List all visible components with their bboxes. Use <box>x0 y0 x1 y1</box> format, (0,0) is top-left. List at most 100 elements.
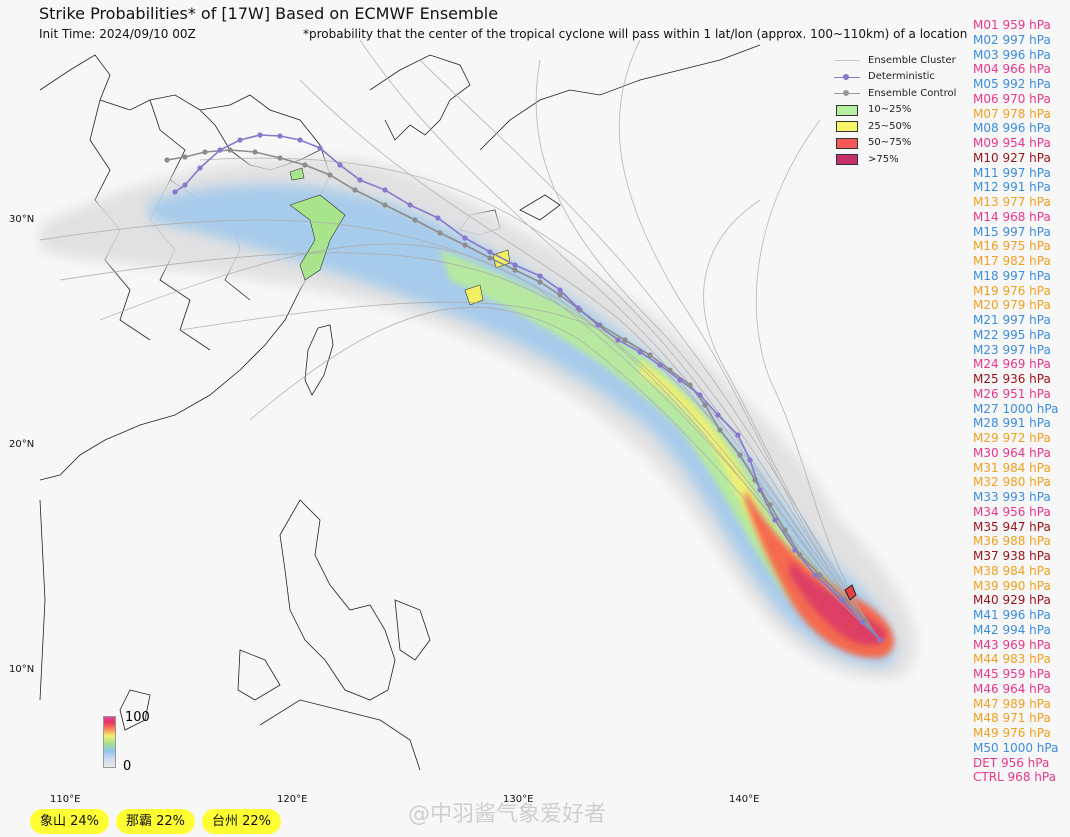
member-pressure: M23 997 hPa <box>973 342 1051 357</box>
control-track-point <box>817 572 823 578</box>
member-pressure: M30 964 hPa <box>973 445 1051 460</box>
member-pressure: M46 964 hPa <box>973 681 1051 696</box>
member-pressure: M36 988 hPa <box>973 534 1051 549</box>
watermark: @中羽酱气象爱好者 <box>408 802 607 827</box>
legend-swatch <box>832 104 860 116</box>
control-track-point <box>737 452 743 458</box>
control-track-point <box>667 367 673 373</box>
legend-label: 50~75% <box>868 137 912 149</box>
member-pressure: M20 979 hPa <box>973 298 1051 313</box>
probability-swath <box>40 157 916 679</box>
legend-swatch <box>832 54 860 66</box>
deterministic-track-point <box>297 137 303 143</box>
deterministic-track-point <box>715 412 721 418</box>
member-pressure: M47 989 hPa <box>973 696 1051 711</box>
control-track-point <box>767 502 773 508</box>
control-track-point <box>252 149 258 155</box>
member-pressure: M48 971 hPa <box>973 711 1051 726</box>
colorbar <box>103 716 116 768</box>
cyclone-symbol <box>844 584 857 601</box>
legend-label: 25~50% <box>868 120 912 132</box>
legend-item: >75% <box>832 151 962 168</box>
control-track-point <box>702 402 708 408</box>
deterministic-track-point <box>537 273 543 279</box>
legend-item: 50~75% <box>832 135 962 152</box>
deterministic-track <box>174 134 881 641</box>
member-pressure: M45 959 hPa <box>973 667 1051 681</box>
location-probability-badge: 象山 24% <box>30 809 110 834</box>
deterministic-track-point <box>839 597 845 603</box>
member-pressure: M09 954 hPa <box>973 136 1051 150</box>
member-pressure: M40 929 hPa <box>973 593 1051 608</box>
member-pressure: M33 993 hPa <box>973 490 1051 504</box>
member-pressure: M39 990 hPa <box>973 578 1051 593</box>
colorbar-min-label: 0 <box>123 759 132 774</box>
deterministic-track-point <box>735 432 741 438</box>
deterministic-track-point <box>812 572 818 578</box>
control-track-point <box>687 382 693 388</box>
lat-label: 30°N <box>9 214 35 225</box>
lon-label: 110°E <box>50 794 81 805</box>
member-pressure: M13 977 hPa <box>973 195 1051 209</box>
deterministic-track-point <box>657 362 663 368</box>
ensemble-tracks <box>39 39 881 641</box>
init-time: Init Time: 2024/09/10 00Z <box>39 27 196 41</box>
member-pressure: M38 984 hPa <box>973 563 1051 578</box>
control-track-point <box>437 230 443 236</box>
deterministic-track-point <box>182 182 188 188</box>
member-pressure: M08 996 hPa <box>973 121 1051 136</box>
deterministic-track-point <box>172 189 178 195</box>
legend-item: Deterministic <box>832 69 962 86</box>
member-pressure: M37 938 hPa <box>973 549 1051 563</box>
footnote: *probability that the center of the trop… <box>303 27 968 41</box>
control-track-point <box>412 217 418 223</box>
lat-label: 10°N <box>9 664 35 675</box>
deterministic-track-point <box>859 619 865 625</box>
deterministic-track-point <box>317 145 323 151</box>
member-pressure: M11 997 hPa <box>973 165 1051 180</box>
legend-label: Deterministic <box>868 71 935 83</box>
deterministic-track-point <box>277 133 283 139</box>
deterministic-track-point <box>257 132 263 138</box>
deterministic-track-point <box>575 305 581 311</box>
member-pressure: M28 991 hPa <box>973 416 1051 431</box>
legend: Ensemble Cluster Deterministic Ensemble Co… <box>832 52 962 168</box>
control-track <box>166 149 881 641</box>
member-pressure: M24 969 hPa <box>973 357 1051 372</box>
deterministic-track-point <box>792 547 798 553</box>
legend-item: Ensemble Control <box>832 85 962 102</box>
member-pressure: M10 927 hPa <box>973 150 1051 165</box>
control-track-point <box>164 157 170 163</box>
member-pressure: M21 997 hPa <box>973 313 1051 327</box>
member-pressure: M07 978 hPa <box>973 106 1051 121</box>
control-track-point <box>557 292 563 298</box>
legend-swatch <box>832 120 860 133</box>
legend-swatch <box>832 71 860 83</box>
control-track-point <box>752 477 758 483</box>
member-pressure: M31 984 hPa <box>973 460 1051 475</box>
control-track-point <box>327 172 333 178</box>
deterministic-track-point <box>877 637 883 643</box>
member-pressure: M04 966 hPa <box>973 62 1051 77</box>
member-pressure: M14 968 hPa <box>973 209 1051 224</box>
member-pressure: M18 997 hPa <box>973 268 1051 283</box>
control-track-point <box>352 187 358 193</box>
member-pressure: M49 976 hPa <box>973 726 1051 740</box>
deterministic-track-point <box>697 392 703 398</box>
member-pressure: M44 983 hPa <box>973 652 1051 667</box>
member-pressure: M16 975 hPa <box>973 239 1051 254</box>
deterministic-track-point <box>512 262 518 268</box>
control-track-point <box>647 352 653 358</box>
deterministic-track-point <box>557 287 563 293</box>
deterministic-track-point <box>435 215 441 221</box>
member-pressure-list: M01 959 hPa M02 997 hPa M03 996 hPa M04 966… <box>973 18 1070 785</box>
deterministic-track-point <box>462 235 468 241</box>
legend-item: 10~25% <box>832 102 962 119</box>
control-track-point <box>227 147 233 153</box>
deterministic-track-point <box>747 457 753 463</box>
legend-swatch <box>832 153 860 166</box>
legend-item: 25~50% <box>832 118 962 135</box>
deterministic-track-point <box>677 377 683 383</box>
deterministic-track-point <box>772 517 778 523</box>
